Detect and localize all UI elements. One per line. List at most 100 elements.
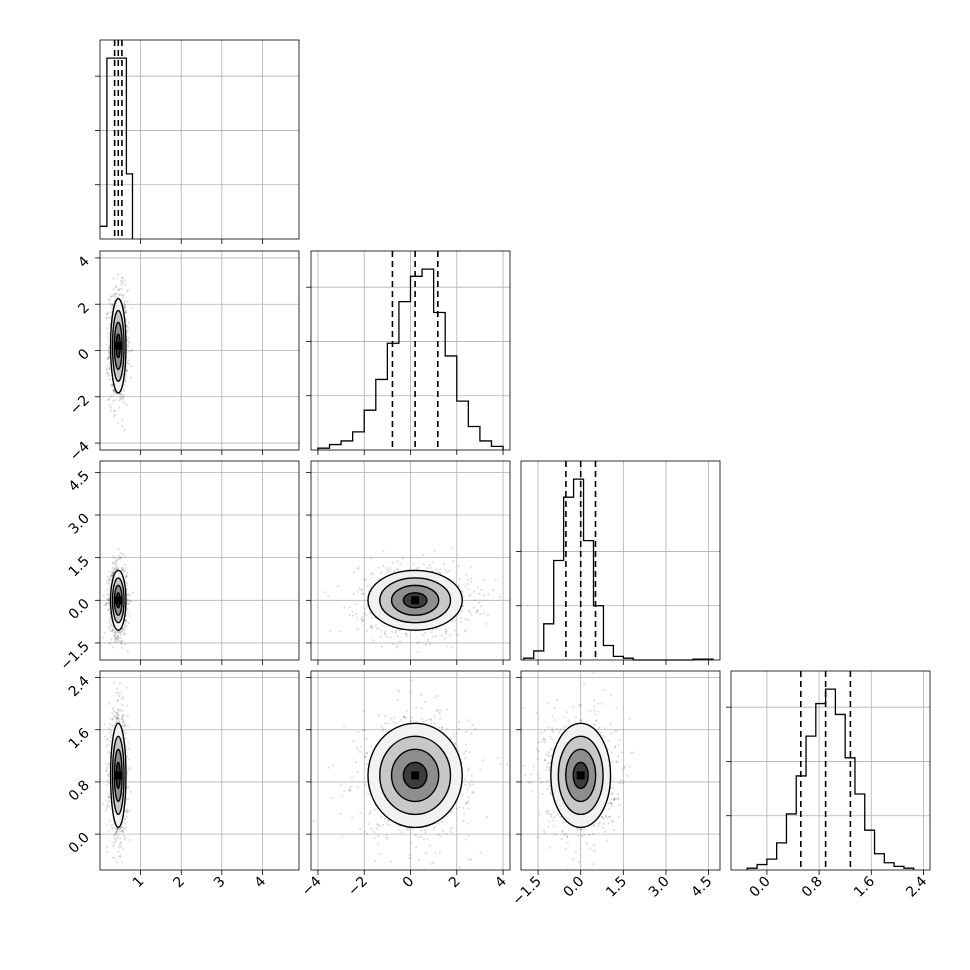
sample-point bbox=[127, 345, 130, 349]
sample-point bbox=[369, 811, 372, 814]
sample-point bbox=[594, 719, 597, 723]
sample-point bbox=[116, 861, 119, 864]
sample-point bbox=[124, 567, 127, 570]
sample-point bbox=[472, 606, 476, 609]
sample-point bbox=[397, 828, 400, 832]
sample-point bbox=[402, 715, 406, 719]
sample-point bbox=[125, 686, 128, 689]
sample-point bbox=[117, 716, 120, 720]
sample-point bbox=[124, 618, 127, 622]
sample-point bbox=[593, 724, 596, 727]
sample-point bbox=[456, 747, 459, 750]
grid bbox=[100, 40, 299, 239]
sample-point bbox=[127, 786, 130, 789]
sample-point bbox=[106, 751, 110, 754]
sample-point bbox=[109, 406, 113, 409]
sample-point bbox=[364, 608, 367, 611]
sample-point bbox=[127, 321, 131, 324]
sample-point bbox=[105, 312, 108, 316]
sample-point bbox=[312, 820, 315, 823]
sample-point bbox=[129, 766, 132, 770]
density-peak bbox=[114, 341, 123, 350]
sample-point bbox=[115, 720, 118, 723]
sample-point bbox=[420, 835, 423, 838]
sample-point bbox=[121, 280, 124, 284]
sample-point bbox=[610, 802, 613, 805]
sample-point bbox=[417, 836, 420, 839]
contour-1 bbox=[390, 748, 440, 803]
sample-point bbox=[105, 369, 108, 372]
sample-point bbox=[120, 830, 123, 833]
contour-0 bbox=[402, 592, 428, 609]
sample-point bbox=[127, 602, 130, 605]
sample-point bbox=[112, 389, 115, 392]
sample-point bbox=[418, 858, 421, 861]
sample-point bbox=[499, 596, 502, 599]
sample-point bbox=[113, 856, 116, 859]
sample-point bbox=[460, 620, 463, 624]
sample-point bbox=[477, 592, 481, 595]
sample-point bbox=[433, 696, 436, 699]
sample-point bbox=[548, 846, 551, 849]
sample-point bbox=[116, 836, 119, 839]
sample-point bbox=[342, 724, 346, 727]
sample-point bbox=[112, 393, 115, 397]
sample-point bbox=[353, 570, 356, 574]
sample-point bbox=[367, 822, 370, 826]
sample-point bbox=[120, 567, 123, 570]
sample-point bbox=[123, 632, 126, 636]
sample-point bbox=[123, 306, 127, 309]
sample-point bbox=[360, 617, 363, 620]
sample-point bbox=[405, 709, 408, 713]
sample-point bbox=[128, 599, 132, 602]
sample-point bbox=[370, 744, 373, 748]
sample-point bbox=[600, 815, 603, 818]
contour-3 bbox=[367, 722, 463, 829]
sample-point bbox=[466, 788, 469, 791]
sample-point bbox=[429, 718, 432, 721]
sample-point bbox=[422, 563, 425, 566]
y-tick-label: 4 bbox=[75, 253, 93, 271]
sample-point bbox=[120, 629, 124, 632]
grid bbox=[521, 671, 720, 870]
scatter-panel-0-2: −1.50.01.53.04.5 bbox=[57, 460, 300, 674]
sample-point bbox=[121, 821, 125, 824]
sample-point bbox=[127, 340, 130, 343]
sample-point bbox=[126, 362, 129, 365]
sample-point bbox=[107, 762, 110, 765]
sample-point bbox=[378, 824, 381, 828]
sample-point bbox=[616, 792, 619, 796]
sample-point bbox=[107, 582, 111, 585]
sample-point bbox=[116, 630, 120, 634]
sample-point bbox=[120, 829, 123, 832]
contour-3 bbox=[109, 722, 127, 829]
sample-point bbox=[111, 712, 114, 715]
grid bbox=[731, 671, 930, 870]
sample-point bbox=[129, 838, 132, 842]
sample-point bbox=[356, 590, 359, 593]
sample-point bbox=[466, 801, 469, 804]
sample-point bbox=[116, 273, 119, 276]
histogram-3 bbox=[746, 688, 915, 870]
sample-point bbox=[392, 720, 395, 724]
sample-point bbox=[106, 581, 109, 584]
sample-point bbox=[384, 633, 387, 636]
sample-point bbox=[105, 317, 108, 320]
sample-point bbox=[360, 592, 363, 596]
sample-point bbox=[593, 699, 596, 702]
sample-point bbox=[438, 726, 441, 729]
sample-point bbox=[623, 766, 626, 769]
x-tick-label: 2 bbox=[446, 874, 464, 892]
sample-point bbox=[420, 707, 423, 710]
sample-point bbox=[121, 276, 124, 279]
sample-point bbox=[468, 751, 471, 754]
sample-point bbox=[114, 839, 118, 842]
sample-point bbox=[111, 562, 114, 565]
sample-point bbox=[119, 642, 123, 646]
sample-point bbox=[445, 727, 448, 730]
sample-point bbox=[126, 575, 129, 578]
sample-point bbox=[435, 568, 438, 571]
sample-point bbox=[361, 592, 365, 595]
sample-point bbox=[109, 317, 112, 320]
sample-point bbox=[120, 283, 123, 286]
